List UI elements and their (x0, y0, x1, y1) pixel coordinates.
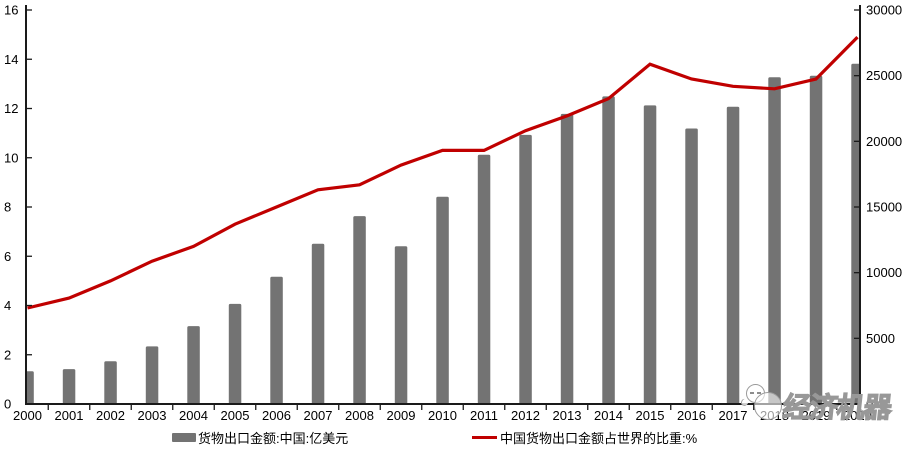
x-axis-label: 2006 (262, 408, 291, 423)
bar-2015 (643, 105, 657, 405)
legend-item-exports: 货物出口金额:中国:亿美元 (172, 430, 349, 446)
bar-2018 (768, 77, 781, 405)
x-axis-label: 2005 (221, 408, 250, 423)
x-axis-label: 2004 (179, 408, 208, 423)
x-axis-label: 2002 (96, 408, 125, 423)
bar-2010 (436, 196, 449, 404)
x-axis-label: 2011 (470, 408, 498, 423)
y-axis-label-right: 5000 (866, 331, 895, 346)
x-axis-label: 2018 (760, 408, 789, 423)
bar-2009 (394, 246, 408, 404)
line-swatch-icon (472, 435, 497, 440)
bar-2006 (270, 276, 283, 404)
x-axis-label: 2020 (843, 408, 872, 423)
y-axis-label-right: 15000 (866, 200, 902, 215)
y-axis-label-right: 30000 (866, 3, 902, 18)
bar-2008 (353, 216, 366, 404)
y-axis-label-right: 25000 (866, 68, 902, 83)
x-axis-label: 2008 (345, 408, 374, 423)
bar-2001 (62, 369, 76, 404)
x-axis-label: 2017 (719, 408, 748, 423)
y-axis-label-left: 0 (4, 397, 11, 412)
legend-label-exports: 货物出口金额:中国:亿美元 (198, 431, 349, 446)
legend-label-share: 中国货物出口金额占世界的比重:% (500, 431, 698, 446)
bar-2012 (519, 134, 532, 404)
y-axis-label-right: 0 (866, 397, 873, 412)
x-axis-label: 2003 (138, 408, 167, 423)
bar-2016 (685, 128, 698, 404)
y-axis-label-left: 16 (4, 3, 18, 18)
x-axis-label: 2014 (594, 408, 623, 423)
y-axis-label-left: 12 (4, 101, 18, 116)
x-axis-label: 2013 (553, 408, 582, 423)
y-axis-label-left: 4 (4, 298, 11, 313)
bar-2000 (27, 371, 34, 404)
x-axis-label: 2007 (304, 408, 333, 423)
x-axis-label: 2010 (428, 408, 457, 423)
bar-2004 (187, 326, 200, 404)
bar-2013 (560, 113, 574, 405)
bar-2005 (228, 303, 242, 404)
bars-group (27, 63, 859, 405)
x-axis-label: 2016 (677, 408, 706, 423)
bar-2011 (477, 154, 491, 404)
y-axis-label-right: 10000 (866, 265, 902, 280)
bar-2003 (145, 346, 159, 404)
bar-2019 (809, 75, 823, 404)
bar-2002 (104, 361, 117, 404)
y-axis-label-right: 20000 (866, 134, 902, 149)
x-axis-label: 2019 (802, 408, 831, 423)
legend-item-share: 中国货物出口金额占世界的比重:% (472, 430, 698, 446)
bar-swatch-icon (172, 433, 196, 442)
x-axis-label: 2000 (13, 408, 42, 423)
x-axis-label: 2015 (636, 408, 665, 423)
share-line (27, 35, 859, 310)
x-axis-label: 2001 (55, 408, 84, 423)
bar-2007 (311, 243, 325, 404)
y-axis-label-left: 10 (4, 150, 18, 165)
y-axis-label-left: 14 (4, 52, 18, 67)
bar-2017 (726, 106, 740, 405)
bar-2014 (602, 96, 615, 405)
y-axis-label-left: 6 (4, 249, 11, 264)
x-axis-label: 2009 (387, 408, 416, 423)
x-axis-label: 2012 (511, 408, 540, 423)
bar-2020 (851, 63, 859, 404)
y-axis-label-left: 2 (4, 347, 11, 362)
y-axis-label-left: 8 (4, 200, 11, 215)
